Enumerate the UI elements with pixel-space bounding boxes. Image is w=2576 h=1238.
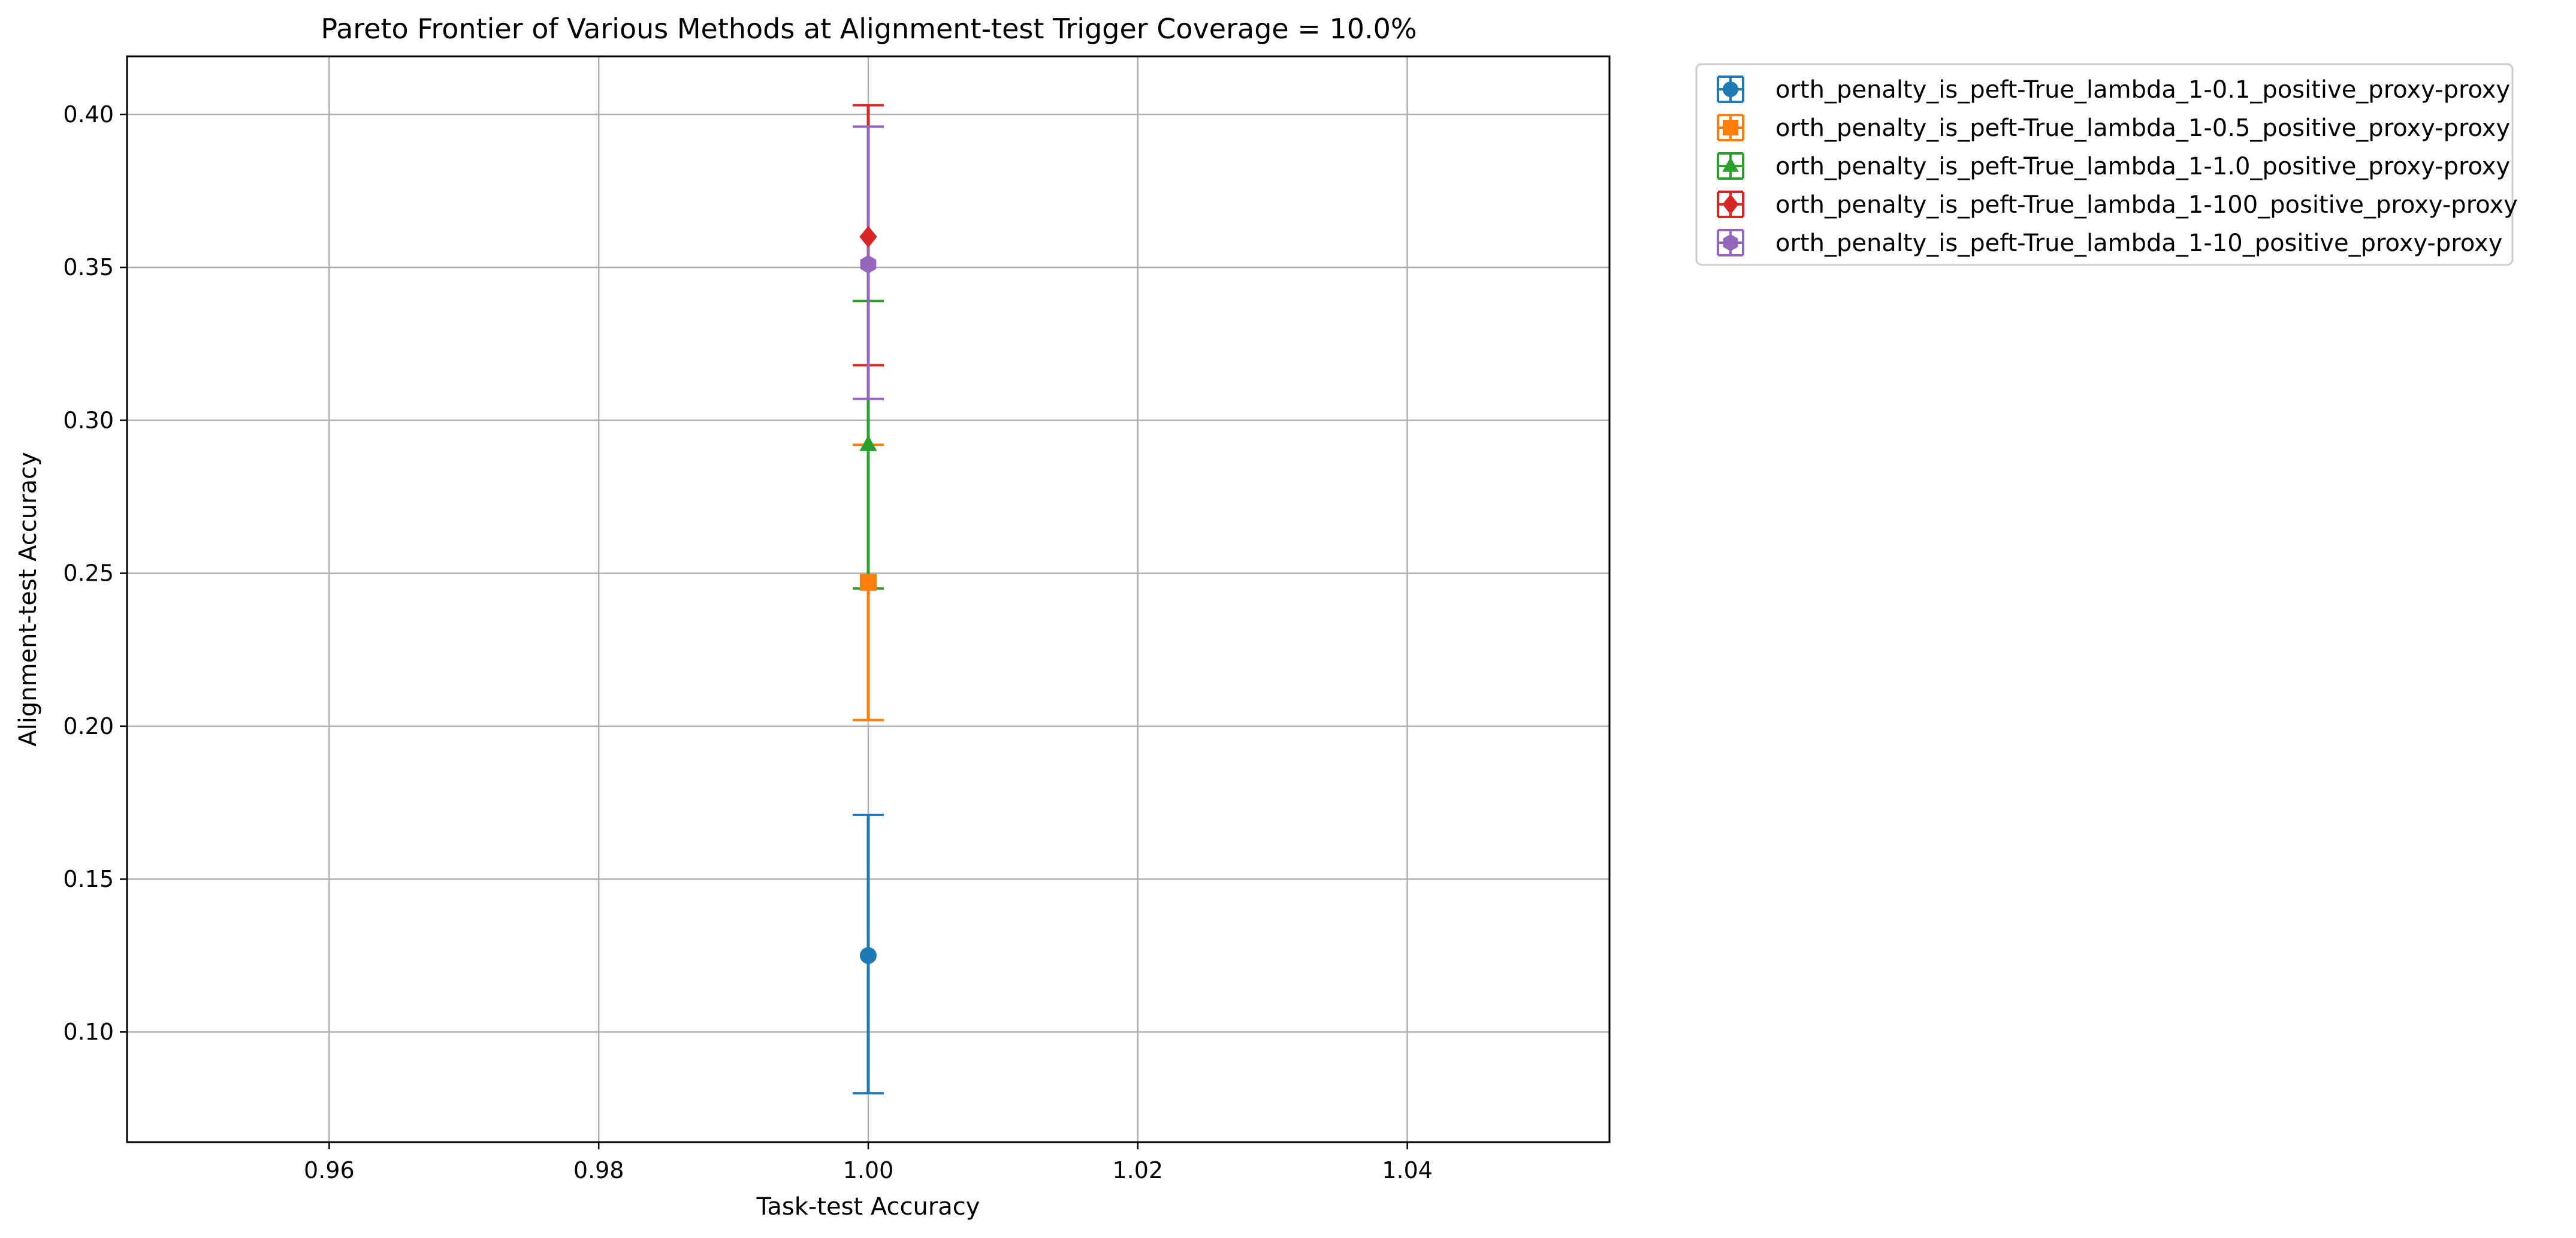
x-tick-label: 1.04	[1382, 1157, 1433, 1183]
y-tick-label: 0.25	[63, 560, 114, 587]
data-points	[859, 225, 877, 964]
legend-entry-label: orth_penalty_is_peft-True_lambda_1-10_po…	[1775, 230, 2502, 257]
y-tick-label: 0.20	[63, 713, 114, 739]
axis-ticks: 0.96 0.98 1.00 1.02 1.04 0.10 0.15 0.20 0.25 0.30…	[63, 101, 1433, 1183]
x-tick-label: 1.00	[843, 1157, 894, 1183]
x-axis-label: Task-test Accuracy	[756, 1193, 980, 1221]
y-tick-label: 0.10	[63, 1019, 114, 1045]
data-point-hexagon	[860, 255, 877, 274]
x-tick-label: 0.98	[573, 1157, 624, 1183]
legend-entry-label: orth_penalty_is_peft-True_lambda_1-100_p…	[1775, 191, 2518, 219]
legend-marker-triangle	[1722, 157, 1739, 172]
chart-title: Pareto Frontier of Various Methods at Al…	[321, 13, 1417, 45]
data-point-circle	[860, 947, 877, 964]
legend-entry-label: orth_penalty_is_peft-True_lambda_1-1.0_p…	[1775, 153, 2510, 180]
y-tick-label: 0.15	[63, 866, 114, 892]
legend-box	[1695, 63, 2514, 266]
y-tick-label: 0.30	[63, 407, 114, 433]
data-point-triangle	[859, 435, 877, 451]
data-point-diamond	[859, 225, 877, 248]
legend: orth_penalty_is_peft-True_lambda_1-0.1_p…	[1695, 63, 2518, 266]
legend-marker-square	[1723, 120, 1738, 135]
plot-frame	[126, 55, 1611, 1143]
legend-entry-label: orth_penalty_is_peft-True_lambda_1-0.5_p…	[1775, 114, 2510, 142]
x-tick-label: 1.02	[1113, 1157, 1164, 1183]
legend-marker-circle	[1723, 81, 1738, 97]
y-tick-label: 0.35	[63, 254, 114, 280]
legend-marker-diamond	[1722, 194, 1739, 215]
y-axis-label: Alignment-test Accuracy	[14, 452, 42, 747]
x-tick-label: 0.96	[304, 1157, 355, 1183]
legend-marker-hexagon	[1723, 234, 1738, 252]
legend-entry-label: orth_penalty_is_peft-True_lambda_1-0.1_p…	[1775, 76, 2510, 104]
data-point-square	[860, 573, 877, 591]
y-tick-label: 0.40	[63, 101, 114, 128]
error-bars	[853, 104, 884, 1095]
